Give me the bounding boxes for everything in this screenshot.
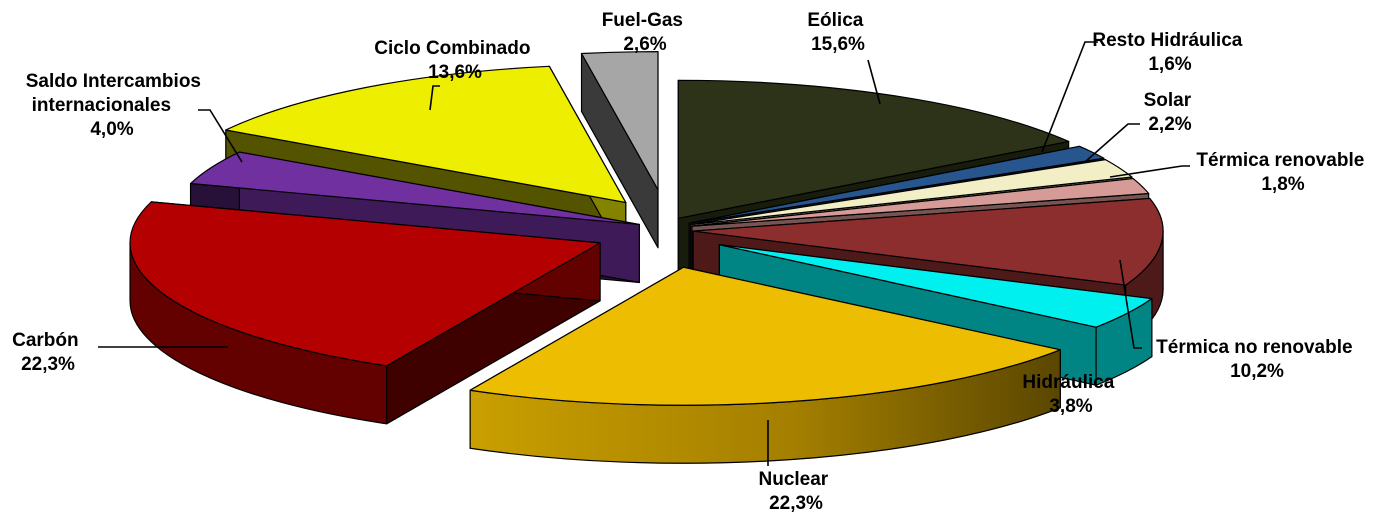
label-hidraulica: Hidráulica 3,8%: [1022, 372, 1119, 417]
slice-top-e-lica: [677, 79, 1070, 219]
label-resto-hidraulica: Resto Hidráulica 1,6%: [1092, 30, 1247, 75]
slice-top-t-rmica-renovable: [691, 177, 1150, 227]
slice-carb-n: [129, 201, 601, 425]
label-termica-renovable: Térmica renovable 1,8%: [1196, 150, 1369, 195]
label-carbon: Carbón 22,3%: [12, 330, 84, 375]
slice-top-saldo-intercambios-internacionales: [189, 151, 640, 226]
slice-top-ciclo-combinado: [225, 65, 627, 204]
slices-layer: [129, 51, 1164, 464]
leader-solar: [1084, 123, 1140, 163]
label-fuel-gas: Fuel-Gas 2,6%: [602, 10, 689, 55]
labels-layer: Fuel-Gas 2,6% Eólica 15,6% Resto Hidrául…: [12, 10, 1369, 512]
slice-nuclear: [469, 266, 1061, 464]
slice-top-carb-n: [129, 201, 601, 367]
leader-saldo-intercambios: [198, 109, 243, 163]
slice-top-hidr-ulica: [718, 244, 1153, 328]
label-saldo-intercambios: Saldo Intercambios internacionales 4,0%: [26, 71, 207, 140]
slice-top-solar: [690, 159, 1133, 226]
slice-top-t-rmica-no-renovable: [692, 197, 1164, 286]
leader-eolica: [867, 59, 881, 105]
label-eolica: Eólica 15,6%: [807, 10, 868, 55]
slice-top-resto-hidr-ulica: [688, 145, 1105, 224]
slice-top-nuclear: [469, 266, 1061, 406]
leader-ciclo-combinado: [429, 85, 440, 111]
label-solar: Solar 2,2%: [1144, 90, 1197, 135]
leader-resto-hidraulica: [1041, 41, 1098, 153]
leader-termica-renovable: [1109, 165, 1190, 178]
label-ciclo-combinado: Ciclo Combinado 13,6%: [374, 38, 536, 83]
label-termica-no-renovable: Térmica no renovable 10,2%: [1156, 337, 1358, 382]
leader-termica-no-renovable: [1119, 259, 1142, 349]
slice-top-fuel-gas: [580, 51, 659, 191]
label-nuclear: Nuclear 22,3%: [759, 469, 834, 512]
slice-fuel-gas: [580, 51, 659, 249]
